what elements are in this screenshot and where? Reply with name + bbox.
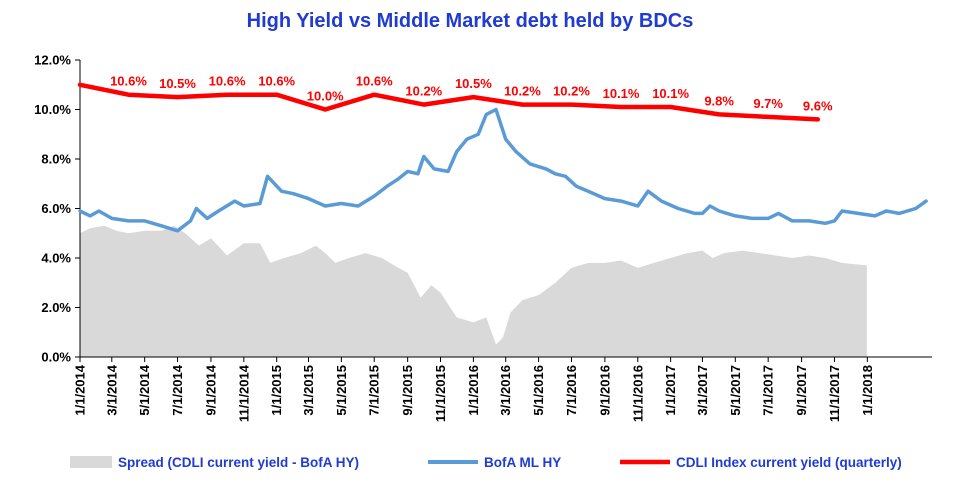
- data-label: 9.8%: [704, 93, 734, 108]
- y-tick-label: 8.0%: [41, 152, 71, 167]
- x-tick-label: 9/1/2014: [203, 364, 218, 415]
- data-label: 10.1%: [652, 86, 689, 101]
- x-tick-label: 5/1/2014: [137, 364, 152, 415]
- x-tick-label: 3/1/2015: [301, 365, 316, 416]
- legend: Spread (CDLI current yield - BofA HY) Bof…: [70, 455, 902, 470]
- x-tick-label: 7/1/2014: [170, 364, 185, 415]
- data-label: 10.0%: [307, 89, 344, 104]
- y-tick-label: 10.0%: [34, 102, 71, 117]
- x-tick-label: 1/1/2017: [663, 365, 678, 416]
- data-label: 10.2%: [405, 84, 442, 99]
- x-tick-label: 7/1/2015: [367, 365, 382, 416]
- data-label: 10.1%: [603, 86, 640, 101]
- x-tick-label: 1/1/2016: [466, 365, 481, 416]
- cdli-index-line: [77, 82, 821, 122]
- y-tick-label: 0.0%: [41, 350, 71, 365]
- data-label: 10.6%: [356, 74, 393, 89]
- x-tick-label: 7/1/2016: [564, 365, 579, 416]
- y-tick-label: 6.0%: [41, 201, 71, 216]
- spread-area: [80, 225, 867, 357]
- x-tick-label: 3/1/2016: [498, 365, 513, 416]
- axes-layer: 0.0% 2.0% 4.0% 6.0% 8.0% 10.0% 12.0% 1/1/2014 3/…: [34, 53, 932, 422]
- bofa-ml-hy-line: [78, 107, 928, 233]
- x-tick-label: 11/1/2017: [827, 365, 842, 422]
- y-tick-label: 2.0%: [41, 300, 71, 315]
- data-label: 10.2%: [553, 84, 590, 99]
- x-tick-label: 11/1/2014: [236, 364, 251, 422]
- data-label: 10.5%: [159, 76, 196, 91]
- x-tick-label: 5/1/2017: [728, 365, 743, 416]
- legend-label-cdli: CDLI Index current yield (quarterly): [676, 455, 902, 470]
- data-label: 9.6%: [803, 98, 833, 113]
- data-label: 10.2%: [504, 84, 541, 99]
- data-label: 10.5%: [455, 76, 492, 91]
- data-label: 10.6%: [209, 74, 246, 89]
- y-tick-label: 12.0%: [34, 53, 71, 68]
- x-tick-label: 9/1/2017: [794, 365, 809, 416]
- x-tick-label: 9/1/2016: [597, 365, 612, 416]
- x-tick-label: 1/1/2015: [269, 365, 284, 416]
- legend-label-bofa: BofA ML HY: [484, 455, 561, 470]
- x-tick-label: 11/1/2016: [630, 365, 645, 422]
- x-tick-label: 3/1/2017: [695, 365, 710, 416]
- x-tick-label: 9/1/2015: [400, 365, 415, 416]
- x-tick-label: 3/1/2014: [104, 364, 119, 415]
- x-tick-label: 11/1/2015: [433, 365, 448, 422]
- spread-area-layer: [80, 225, 867, 357]
- chart-title: High Yield vs Middle Market debt held by…: [247, 10, 694, 32]
- x-tick-label: 1/1/2018: [860, 365, 875, 416]
- x-tick-label: 7/1/2017: [761, 365, 776, 416]
- data-label: 10.6%: [110, 74, 147, 89]
- data-label: 10.6%: [258, 74, 295, 89]
- series-lines-layer: [77, 82, 928, 233]
- legend-label-spread: Spread (CDLI current yield - BofA HY): [118, 455, 359, 470]
- x-tick-label: 5/1/2015: [334, 365, 349, 416]
- legend-swatch-spread: [70, 456, 112, 468]
- x-tick-label: 5/1/2016: [531, 365, 546, 416]
- x-tick-label: 1/1/2014: [73, 364, 88, 415]
- y-tick-label: 4.0%: [41, 251, 71, 266]
- data-labels-layer: 10.6% 10.5% 10.6% 10.6% 10.0% 10.6% 10.2% 10.5%…: [110, 74, 833, 114]
- data-label: 9.7%: [753, 96, 783, 111]
